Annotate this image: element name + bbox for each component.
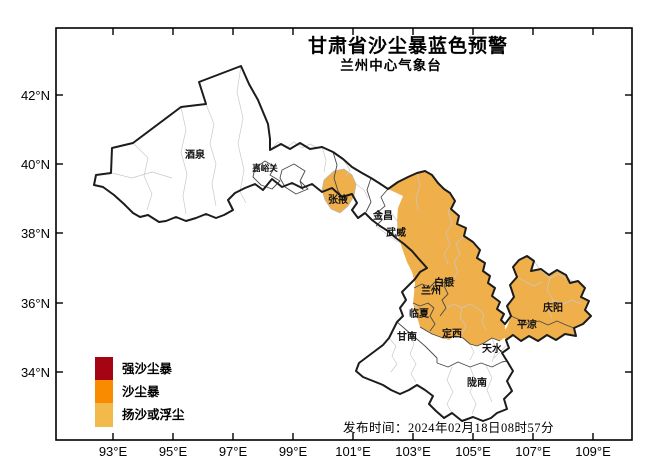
issue-time: 发布时间：2024年02月18日08时57分 <box>343 420 554 435</box>
x-tick-label: 105°E <box>455 444 491 459</box>
x-tick-label: 109°E <box>575 444 611 459</box>
label-baiyin: 白银 <box>434 276 455 289</box>
x-axis-labels: 93°E 95°E 97°E 99°E 101°E 103°E 105°E 10… <box>99 444 611 459</box>
label-jinchang: 金昌 <box>372 209 393 222</box>
label-dingxi: 定西 <box>442 327 462 340</box>
y-tick-label: 40°N <box>21 157 50 172</box>
label-jiayuguan: 嘉峪关 <box>251 163 278 173</box>
legend: 强沙尘暴 沙尘暴 扬沙或浮尘 <box>95 357 185 427</box>
page-title: 甘肃省沙尘暴蓝色预警 <box>308 34 508 57</box>
legend-swatch-blowing-dust <box>95 403 113 427</box>
page-subtitle: 兰州中心气象台 <box>340 57 442 73</box>
warning-area-east <box>502 256 591 341</box>
label-lanzhou: 兰州 <box>421 284 441 297</box>
label-jiuquan: 酒泉 <box>185 148 206 161</box>
y-tick-label: 34°N <box>21 365 50 380</box>
legend-label-blowing-dust: 扬沙或浮尘 <box>122 407 185 422</box>
x-tick-label: 97°E <box>219 444 248 459</box>
x-tick-label: 101°E <box>335 444 371 459</box>
label-gannan: 甘南 <box>397 330 417 343</box>
warning-area-zhangye <box>321 168 357 214</box>
label-wuwei: 武威 <box>386 226 406 239</box>
label-tianshui: 天水 <box>482 342 503 355</box>
x-tick-label: 93°E <box>99 444 128 459</box>
label-pingliang: 平凉 <box>517 318 537 331</box>
legend-label-sandstorm: 沙尘暴 <box>122 384 160 399</box>
y-axis-ticks <box>56 94 632 373</box>
prefecture-boundaries <box>252 151 575 368</box>
y-tick-label: 42°N <box>21 88 50 103</box>
warning-areas <box>321 168 591 346</box>
label-longnan: 陇南 <box>467 376 487 389</box>
legend-swatch-sandstorm <box>95 380 113 403</box>
legend-label-strong-sandstorm: 强沙尘暴 <box>122 361 173 376</box>
y-tick-label: 36°N <box>21 296 50 311</box>
x-tick-label: 103°E <box>395 444 431 459</box>
label-qingyang: 庆阳 <box>542 301 563 314</box>
y-axis-labels: 42°N 40°N 38°N 36°N 34°N <box>21 88 50 380</box>
county-boundaries <box>111 65 582 415</box>
label-linxia: 临夏 <box>409 307 430 320</box>
warning-area-central <box>388 171 507 346</box>
x-tick-label: 95°E <box>159 444 188 459</box>
x-tick-label: 107°E <box>515 444 551 459</box>
y-tick-label: 38°N <box>21 226 50 241</box>
legend-swatch-strong-sandstorm <box>95 357 113 380</box>
x-axis-ticks <box>112 28 594 440</box>
gansu-province-outline <box>93 65 592 422</box>
city-labels: 酒泉 嘉峪关 张掖 金昌 武威 白银 兰州 临夏 甘南 定西 天水 平凉 庆阳 … <box>185 148 563 389</box>
label-zhangye: 张掖 <box>328 193 349 206</box>
map-frame <box>55 27 633 441</box>
x-tick-label: 99°E <box>279 444 308 459</box>
